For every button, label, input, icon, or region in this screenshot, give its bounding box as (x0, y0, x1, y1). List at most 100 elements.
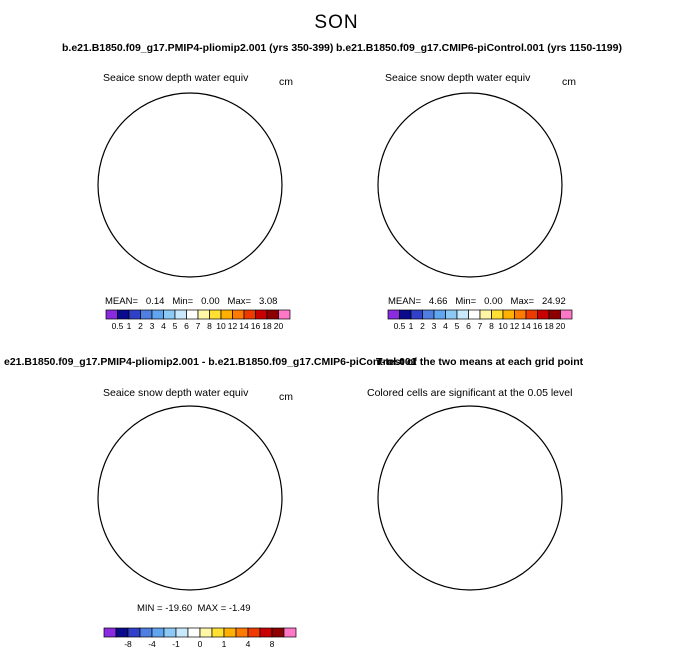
colorbar-tick-label: 0.5 (394, 321, 406, 331)
colorbar-tick-label: 20 (556, 321, 566, 331)
colorbar-tick-label: 5 (173, 321, 178, 331)
colorbar-swatch (105, 309, 118, 320)
p1-mean-label: MEAN= (105, 296, 138, 307)
p2-stats: MEAN= 4.66 Min= 0.00 Max= 24.92 (388, 296, 566, 307)
p3-max-label: MAX = (197, 603, 227, 614)
colorbar-swatch (151, 627, 165, 638)
colorbar-swatch (491, 309, 504, 320)
colorbar-swatch (223, 627, 237, 638)
colorbar-tick-label: 16 (533, 321, 543, 331)
colorbar-tick-label: 4 (161, 321, 166, 331)
colorbar-tick-label: 18 (262, 321, 272, 331)
p1-max: 3.08 (258, 296, 278, 307)
colorbar-swatch (127, 627, 141, 638)
colorbar-swatch (271, 627, 285, 638)
right-run-title: b.e21.B1850.f09_g17.CMIP6-piControl.001 … (336, 42, 622, 54)
p2-mean: 4.66 (428, 296, 448, 307)
colorbar-tick-label: 4 (443, 321, 448, 331)
colorbar-tick-label: 0.5 (112, 321, 124, 331)
p3-stats: MIN = -19.60 MAX = -1.49 (137, 603, 251, 614)
colorbar-tick-label: 18 (544, 321, 554, 331)
p2-min: 0.00 (484, 296, 503, 307)
colorbar-tick-label: 2 (420, 321, 425, 331)
colorbar-tick-label: 6 (184, 321, 189, 331)
colorbar-tick-label: 16 (251, 321, 261, 331)
colorbar-swatch (103, 627, 117, 638)
season-title: SON (314, 12, 359, 33)
colorbar-swatch (209, 309, 222, 320)
left-run-title: b.e21.B1850.f09_g17.PMIP4-pliomip2.001 (… (62, 42, 334, 54)
colorbar-swatch (163, 309, 176, 320)
colorbar-swatch (548, 309, 561, 320)
colorbar-tick-label: -1 (172, 639, 180, 649)
colorbar-tick-label: 7 (478, 321, 483, 331)
colorbar-tick-label: 6 (466, 321, 471, 331)
colorbar-tick-label: 1 (222, 639, 227, 649)
snow-depth-field-low (162, 145, 230, 213)
colorbar-swatch (422, 309, 435, 320)
p4-subtitle: Colored cells are significant at the 0.0… (367, 387, 573, 399)
colorbar-swatch (278, 309, 291, 320)
colorbar-tick-label: 2 (138, 321, 143, 331)
colorbar-swatch (115, 627, 129, 638)
colorbar-tick-label: 0 (198, 639, 203, 649)
colorbar-swatch (560, 309, 573, 320)
map-boundary-circle (97, 92, 283, 278)
colorbar-swatch (479, 309, 492, 320)
difference-title: e21.B1850.f09_g17.PMIP4-pliomip2.001 - b… (4, 356, 417, 368)
colorbar-swatch (399, 309, 412, 320)
colorbar-swatch (266, 309, 279, 320)
colorbar-swatch (514, 309, 527, 320)
colorbar-swatch (243, 309, 256, 320)
p3-min-label: MIN = (137, 603, 163, 614)
p1-min: 0.00 (201, 296, 220, 307)
colorbar-tick-label: -8 (124, 639, 132, 649)
map-panel-bottom-right (377, 405, 563, 591)
colorbar-tick-label: 14 (239, 321, 249, 331)
p1-min-label: Min= (172, 296, 194, 307)
colorbar-top-left: 0.5 1 2 3 4 5 6 7 8 10 12 14 16 18 20 (105, 309, 291, 331)
colorbar-tick-label: 3 (150, 321, 155, 331)
p3-unit: cm (279, 391, 293, 403)
colorbar-swatch (235, 627, 249, 638)
colorbar-tick-label: 12 (228, 321, 238, 331)
colorbar-tick-label: 8 (207, 321, 212, 331)
colorbar-swatch (445, 309, 458, 320)
p1-mean: 0.14 (145, 296, 165, 307)
p3-min: -19.60 (165, 603, 193, 614)
colorbar-tick-label: 12 (510, 321, 520, 331)
colorbar-swatch (140, 309, 153, 320)
colorbar-swatch (456, 309, 469, 320)
colorbar-tick-label: 5 (455, 321, 460, 331)
map-panel-top-left (97, 92, 283, 278)
colorbar-swatch (175, 627, 189, 638)
p1-subtitle: Seaice snow depth water equiv (103, 72, 249, 84)
colorbar-tick-label: 10 (498, 321, 508, 331)
colorbar-swatch (117, 309, 130, 320)
colorbar-swatch (525, 309, 538, 320)
colorbar-swatch (186, 309, 199, 320)
colorbar-swatch (247, 627, 261, 638)
colorbar-swatch (139, 627, 153, 638)
ttest-title: T-test of the two means at each grid poi… (376, 356, 584, 368)
colorbar-swatch (502, 309, 515, 320)
colorbar-swatch (151, 309, 164, 320)
colorbar-tick-label: 8 (270, 639, 275, 649)
colorbar-swatch (163, 627, 177, 638)
colorbar-swatch (410, 309, 423, 320)
map-panel-bottom-left (97, 405, 283, 591)
colorbar-swatch (537, 309, 550, 320)
colorbar-swatch (283, 627, 297, 638)
colorbar-tick-label: -4 (148, 639, 156, 649)
colorbar-tick-label: 4 (246, 639, 251, 649)
p2-max: 24.92 (541, 296, 566, 307)
colorbar-swatch (232, 309, 245, 320)
colorbar-swatch (187, 627, 201, 638)
colorbar-tick-label: 10 (216, 321, 226, 331)
colorbar-tick-label: 20 (274, 321, 284, 331)
colorbar-swatch (211, 627, 225, 638)
colorbar-swatch (255, 309, 268, 320)
colorbar-swatch (259, 627, 273, 638)
colorbar-swatch (387, 309, 400, 320)
